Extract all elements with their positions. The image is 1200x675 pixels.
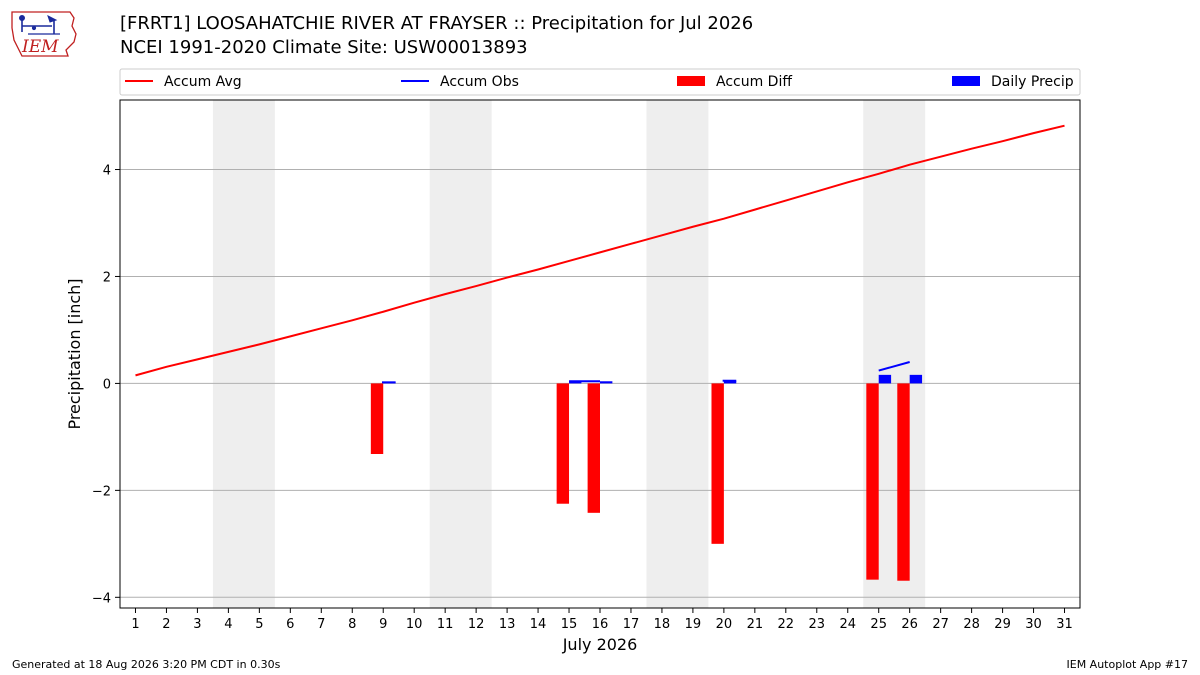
x-tick-label: 3 bbox=[193, 617, 201, 632]
x-tick-label: 12 bbox=[468, 617, 485, 632]
x-tick-label: 22 bbox=[778, 617, 795, 632]
x-tick-label: 2 bbox=[162, 617, 170, 632]
x-tick-label: 13 bbox=[499, 617, 516, 632]
legend-box bbox=[119, 68, 1081, 96]
accum-diff-bar bbox=[866, 383, 879, 580]
accum-diff-bar bbox=[370, 383, 384, 454]
legend: Accum Avg Accum Obs Accum Diff Daily Pre… bbox=[119, 68, 1081, 96]
accum-avg-line bbox=[135, 124, 1065, 377]
accum-diff-bar bbox=[587, 383, 600, 513]
weekend-band bbox=[429, 100, 492, 608]
legend-daily-precip-swatch bbox=[952, 76, 980, 86]
legend-accum-diff-label: Accum Diff bbox=[716, 74, 792, 90]
weekend-band bbox=[646, 100, 709, 608]
y-tick-label: 4 bbox=[103, 164, 111, 179]
x-tick-label: 7 bbox=[317, 617, 325, 632]
x-tick-label: 18 bbox=[654, 617, 671, 632]
x-tick-label: 15 bbox=[561, 617, 578, 632]
y-tick-label: 0 bbox=[103, 377, 111, 392]
app-credit: IEM Autoplot App #17 bbox=[1066, 658, 1189, 671]
x-tick-label: 14 bbox=[530, 617, 547, 632]
x-tick-label: 11 bbox=[437, 617, 454, 632]
y-tick-label: −2 bbox=[92, 484, 111, 499]
y-tick-label: −4 bbox=[92, 591, 111, 606]
y-tick-label: 2 bbox=[103, 270, 111, 285]
bars bbox=[370, 374, 923, 581]
accum-diff-bar bbox=[556, 383, 570, 504]
daily-precip-bar bbox=[878, 374, 892, 384]
x-tick-label: 26 bbox=[901, 617, 918, 632]
x-tick-label: 25 bbox=[870, 617, 887, 632]
x-tick-label: 23 bbox=[809, 617, 826, 632]
daily-precip-bar bbox=[909, 374, 923, 384]
accum-obs-line bbox=[878, 361, 910, 372]
generated-timestamp: Generated at 18 Aug 2026 3:20 PM CDT in … bbox=[12, 658, 281, 671]
x-tick-label: 28 bbox=[963, 617, 980, 632]
legend-accum-avg-label: Accum Avg bbox=[164, 74, 242, 90]
x-axis-ticks: 1 2 3 4 5 6 7 8 9 10 11 12 13 14 15 16 17 18 19 20 21 22 23 24 2… bbox=[131, 608, 1073, 632]
accum-diff-bar bbox=[897, 383, 910, 581]
x-tick-label: 16 bbox=[592, 617, 609, 632]
weekend-shading bbox=[212, 100, 926, 608]
x-tick-label: 1 bbox=[131, 617, 139, 632]
weather-station-icon bbox=[19, 15, 60, 35]
chart-title: [FRRT1] LOOSAHATCHIE RIVER AT FRAYSER ::… bbox=[120, 13, 754, 34]
x-axis-label: July 2026 bbox=[562, 635, 638, 654]
x-tick-label: 17 bbox=[623, 617, 640, 632]
x-tick-label: 9 bbox=[379, 617, 387, 632]
legend-daily-precip-label: Daily Precip bbox=[991, 74, 1074, 90]
logo-text: IEM bbox=[21, 37, 59, 57]
x-tick-label: 31 bbox=[1056, 617, 1073, 632]
x-tick-label: 27 bbox=[932, 617, 949, 632]
daily-precip-bar bbox=[600, 381, 613, 384]
x-tick-label: 10 bbox=[406, 617, 423, 632]
x-tick-label: 21 bbox=[747, 617, 764, 632]
lines bbox=[135, 124, 1065, 384]
iem-logo: IEM bbox=[11, 11, 77, 57]
x-tick-label: 5 bbox=[255, 617, 263, 632]
chart-subtitle: NCEI 1991-2020 Climate Site: USW00013893 bbox=[120, 37, 528, 58]
x-tick-label: 6 bbox=[286, 617, 294, 632]
x-tick-label: 19 bbox=[685, 617, 702, 632]
y-axis-ticks: −4 −2 0 2 4 bbox=[92, 164, 120, 606]
accum-diff-bar bbox=[711, 383, 724, 544]
x-tick-label: 4 bbox=[224, 617, 232, 632]
y-axis-label: Precipitation [inch] bbox=[65, 278, 84, 429]
x-tick-label: 30 bbox=[1025, 617, 1042, 632]
x-tick-label: 20 bbox=[716, 617, 733, 632]
daily-precip-bar bbox=[723, 380, 737, 384]
legend-accum-diff-swatch bbox=[677, 76, 705, 86]
x-tick-label: 8 bbox=[348, 617, 356, 632]
legend-accum-obs-label: Accum Obs bbox=[440, 74, 519, 90]
x-tick-label: 29 bbox=[994, 617, 1011, 632]
x-tick-label: 24 bbox=[839, 617, 856, 632]
daily-precip-bar bbox=[569, 381, 582, 384]
